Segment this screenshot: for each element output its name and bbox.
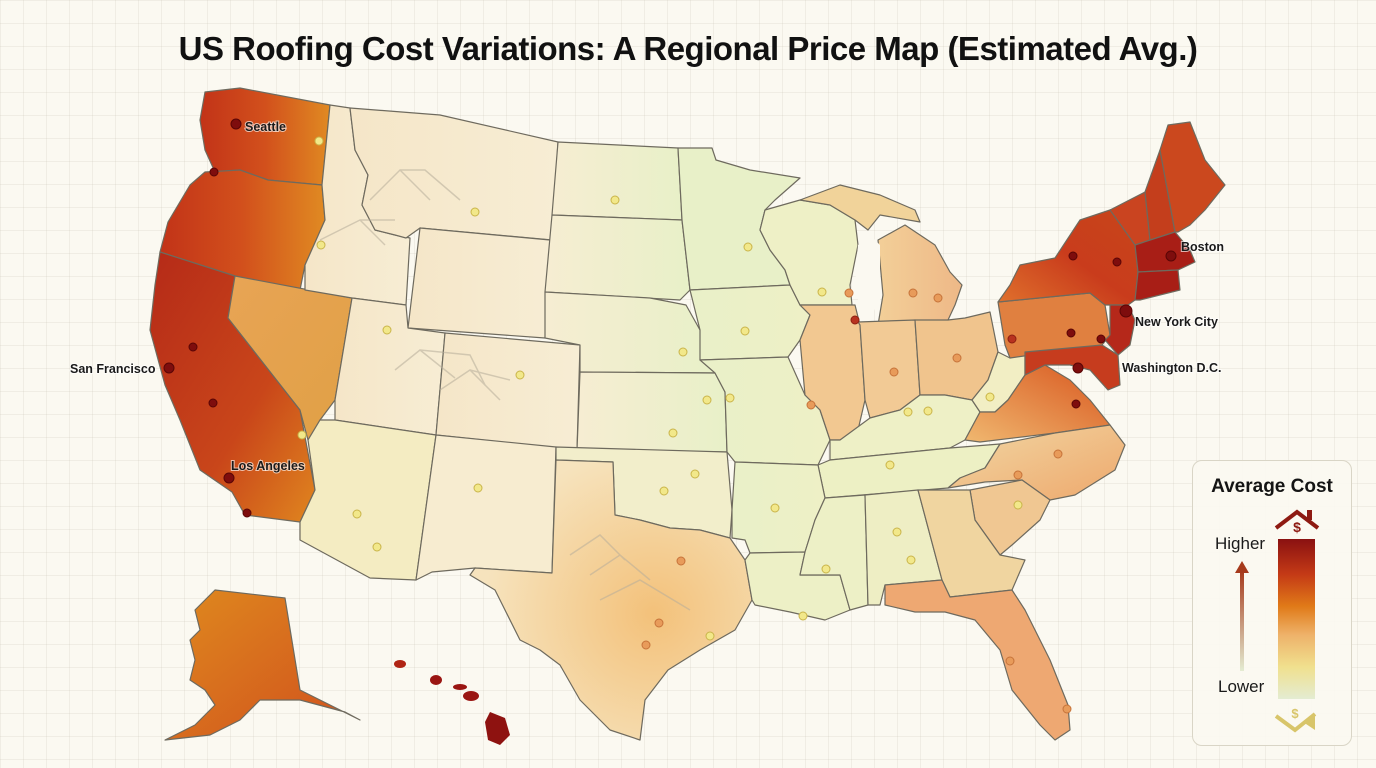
city-label-san-francisco: San Francisco bbox=[70, 362, 156, 376]
city-dot-los-angeles bbox=[223, 472, 235, 484]
state-connecticut bbox=[1134, 269, 1181, 301]
svg-text:$: $ bbox=[1291, 706, 1299, 721]
state-michigan-up bbox=[799, 184, 921, 231]
legend-high-label: Higher bbox=[1215, 534, 1266, 553]
state-kansas bbox=[576, 371, 728, 453]
state-texas bbox=[469, 459, 753, 741]
svg-text:$: $ bbox=[1293, 519, 1301, 535]
city-label-seattle: Seattle bbox=[245, 120, 286, 134]
cost-dots bbox=[188, 136, 1122, 714]
city-label-boston: Boston bbox=[1181, 240, 1224, 254]
city-dot-new-york bbox=[1119, 304, 1133, 318]
state-mississippi bbox=[799, 494, 869, 611]
state-maryland bbox=[1024, 344, 1121, 391]
lake-michigan bbox=[855, 235, 880, 318]
state-wyoming bbox=[407, 227, 551, 339]
city-dot-boston bbox=[1165, 250, 1177, 262]
state-iowa bbox=[689, 284, 811, 361]
state-north-dakota bbox=[551, 141, 683, 221]
house-dollar-icon: $ bbox=[1274, 509, 1320, 535]
map-title: US Roofing Cost Variations: A Regional P… bbox=[178, 30, 1198, 67]
state-new-mexico bbox=[415, 434, 557, 581]
state-montana bbox=[349, 107, 559, 241]
state-michigan bbox=[877, 224, 963, 326]
legend-low-label: Lower bbox=[1218, 677, 1265, 696]
roof-sketch-decoration bbox=[319, 168, 691, 611]
state-alaska bbox=[164, 589, 361, 741]
city-label-washington-dc: Washington D.C. bbox=[1122, 361, 1222, 375]
city-dot-san-francisco bbox=[163, 362, 175, 374]
city-label-new-york-city: New York City bbox=[1135, 315, 1218, 329]
state-south-dakota bbox=[544, 214, 691, 301]
state-arizona bbox=[299, 419, 437, 581]
state-hawaii bbox=[394, 660, 510, 745]
city-label-los-angeles: Los Angeles bbox=[231, 459, 305, 473]
legend-title: Average Cost bbox=[1211, 476, 1333, 497]
legend-panel: Average Cost $ Higher Lower $ bbox=[1192, 460, 1352, 746]
state-oregon bbox=[159, 169, 326, 291]
up-arrow-icon bbox=[1235, 561, 1249, 671]
city-markers bbox=[163, 118, 1177, 484]
legend-color-scale bbox=[1278, 539, 1315, 699]
city-dot-seattle bbox=[230, 118, 242, 130]
down-arrow-dollar-icon: $ bbox=[1274, 706, 1317, 733]
city-dot-washington-dc bbox=[1072, 362, 1084, 374]
state-virginia bbox=[964, 364, 1111, 443]
state-washington bbox=[199, 87, 331, 186]
state-florida bbox=[884, 579, 1071, 741]
state-colorado bbox=[435, 332, 581, 451]
state-maine bbox=[1159, 121, 1226, 233]
